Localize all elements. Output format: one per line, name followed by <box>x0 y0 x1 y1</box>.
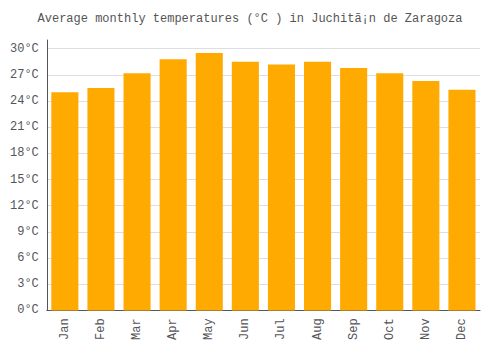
svg-text:Jan: Jan <box>58 318 72 340</box>
svg-text:Average monthly temperatures (: Average monthly temperatures (°C ) in Ju… <box>38 12 463 26</box>
svg-text:Jun: Jun <box>238 318 252 340</box>
svg-text:21°C: 21°C <box>10 120 39 134</box>
svg-text:3°C: 3°C <box>17 277 39 291</box>
svg-text:0°C: 0°C <box>17 303 39 317</box>
svg-text:Mar: Mar <box>130 318 144 340</box>
svg-text:9°C: 9°C <box>17 225 39 239</box>
svg-text:Sep: Sep <box>347 318 361 340</box>
svg-text:18°C: 18°C <box>10 146 39 160</box>
svg-text:30°C: 30°C <box>10 42 39 56</box>
svg-text:Apr: Apr <box>166 318 180 340</box>
svg-text:6°C: 6°C <box>17 251 39 265</box>
svg-text:12°C: 12°C <box>10 199 39 213</box>
svg-text:Aug: Aug <box>311 318 325 340</box>
svg-text:May: May <box>202 318 216 340</box>
svg-text:Nov: Nov <box>419 318 433 340</box>
svg-text:24°C: 24°C <box>10 94 39 108</box>
svg-text:Oct: Oct <box>383 318 397 340</box>
svg-text:15°C: 15°C <box>10 173 39 187</box>
svg-text:Feb: Feb <box>94 318 108 340</box>
svg-text:Dec: Dec <box>455 318 469 340</box>
svg-text:Jul: Jul <box>274 318 288 340</box>
svg-text:27°C: 27°C <box>10 68 39 82</box>
